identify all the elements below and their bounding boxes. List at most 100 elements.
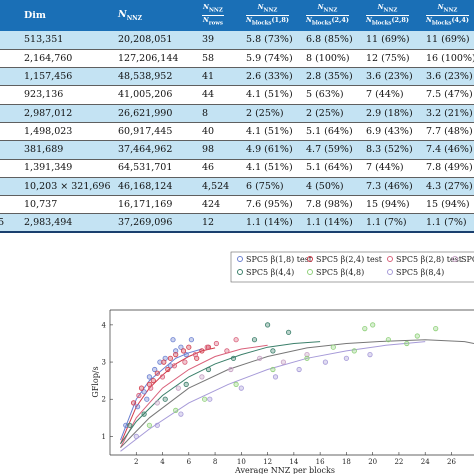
data-point — [152, 366, 158, 373]
legend-label: SPC5 β(2,8) test — [396, 255, 463, 264]
data-point — [180, 348, 187, 354]
cell-b2: 6.8 (85%) — [304, 31, 364, 50]
cell-ratio: 44 — [200, 85, 244, 105]
data-point — [167, 355, 173, 361]
cell-dim: 10,203 × 321,696 — [22, 177, 116, 197]
data-point — [154, 400, 160, 406]
cell-b1: 5.8 (73%) — [244, 31, 304, 50]
data-point — [404, 340, 410, 347]
data-point — [157, 359, 163, 365]
cell-b2: 2.8 (35%) — [304, 67, 364, 87]
cell-name — [0, 140, 22, 160]
cell-b3: 11 (69%) — [364, 31, 424, 50]
cell-b4: 7.7 (48%) — [424, 122, 474, 142]
legend-label: SPC5 β — [461, 255, 474, 264]
cell-b3: 3.6 (23%) — [364, 67, 424, 87]
header-blocks-1-8: NNNZ Nblocks(1,8) — [246, 3, 289, 27]
legend-label: SPC5 β(8,4) — [396, 268, 444, 277]
cell-b2: 5 (63%) — [304, 85, 364, 105]
table-row: 513,351 20,208,051 39 5.8 (73%) 6.8 (85%) 11 … — [0, 31, 474, 50]
data-point — [161, 359, 167, 365]
data-point — [270, 348, 276, 354]
table-header-row: Dim NNNZ NNNZ Nrows NNNZ Nblocks(1,8) NNNZ… — [0, 0, 474, 31]
data-point — [385, 337, 391, 343]
cell-b1: 4.1 (51%) — [244, 122, 304, 142]
legend-marker — [387, 269, 393, 275]
data-point — [304, 352, 310, 358]
y-tick-label: 1 — [102, 433, 106, 441]
legend-marker — [387, 256, 393, 262]
data-point — [257, 355, 263, 361]
cell-b1: 4.1 (51%) — [244, 85, 304, 105]
cell-name — [0, 67, 22, 87]
data-point — [154, 370, 160, 376]
cell-b3: 6.9 (43%) — [364, 122, 424, 142]
x-tick-label: 16 — [316, 458, 325, 466]
data-point — [182, 359, 188, 365]
data-point — [224, 348, 230, 354]
data-point — [199, 374, 205, 380]
cell-b2: 1.1 (14%) — [304, 213, 364, 234]
table-row: 923,136 41,005,206 44 4.1 (51%) 5 (63%) 7 (44… — [0, 85, 474, 105]
legend-label: SPC5 β(1,8) test — [246, 255, 313, 264]
header-blocks-2-4: NNNZ Nblocks(2,4) — [306, 3, 349, 27]
table-row: 1,391,349 64,531,701 46 4.1 (51%) 5.1 (64%) 7… — [0, 159, 474, 178]
cell-b2: 4.7 (59%) — [304, 140, 364, 160]
y-axis-title: GFlop/s — [91, 366, 100, 397]
x-tick-label: 2 — [134, 458, 138, 466]
x-tick-label: 20 — [368, 458, 377, 466]
data-point — [165, 366, 171, 373]
data-point — [285, 329, 292, 335]
data-point — [322, 359, 328, 365]
cell-nnz: 48,538,952 — [116, 67, 200, 87]
cell-nnz: 127,206,144 — [116, 49, 200, 69]
cell-ratio: 8 — [200, 104, 244, 123]
cell-b4: 7.8 (49%) — [424, 159, 474, 178]
data-point — [233, 337, 239, 343]
cell-dim: 1,498,023 — [22, 122, 116, 142]
data-point — [280, 359, 286, 365]
data-point — [178, 344, 184, 350]
x-tick-label: 6 — [187, 458, 192, 466]
cell-name — [0, 159, 22, 178]
data-point — [159, 374, 166, 380]
legend-marker — [237, 269, 243, 275]
data-point — [150, 378, 156, 384]
table-row: 1,157,456 48,538,952 41 2.6 (33%) 2.8 (35%) 3… — [0, 67, 474, 87]
cell-nnz: 64,531,701 — [116, 159, 200, 178]
cell-dim: 1,391,349 — [22, 159, 116, 178]
data-point — [351, 348, 357, 354]
data-point — [213, 340, 219, 347]
cell-b4: 3.2 (21%) — [424, 104, 474, 123]
header-blocks-2-8: NNNZ Nblocks(2,8) — [366, 3, 409, 27]
x-tick-label: 4 — [160, 458, 165, 466]
cell-b3: 15 (94%) — [364, 195, 424, 215]
cell-nnz: 60,917,445 — [116, 122, 200, 142]
data-point — [146, 374, 152, 380]
cell-ratio: 424 — [200, 195, 244, 215]
legend-label: SPC5 β(4,4) — [246, 268, 294, 277]
legend-marker — [307, 269, 313, 275]
x-tick-label: 26 — [447, 458, 456, 466]
cell-b2: 2 (25%) — [304, 104, 364, 123]
header-dim: Dim — [24, 9, 46, 21]
cell-b2: 7.8 (98%) — [304, 195, 364, 215]
header-nnz: NNNZ — [118, 8, 143, 22]
x-tick-label: 22 — [394, 458, 403, 466]
data-point — [131, 400, 137, 406]
y-tick-label: 4 — [102, 321, 107, 329]
y-tick-label: 3 — [102, 359, 106, 367]
data-point — [362, 326, 368, 332]
cell-b3: 7 (44%) — [364, 85, 424, 105]
data-point — [175, 385, 181, 391]
cell-nnz: 37,269,096 — [116, 213, 200, 234]
cell-name — [0, 31, 22, 50]
cell-name — [0, 104, 22, 123]
x-tick-label: 24 — [421, 458, 430, 466]
cell-b1: 5.9 (74%) — [244, 49, 304, 69]
data-point — [343, 355, 349, 361]
cell-ratio: 46 — [200, 159, 244, 178]
data-point — [230, 355, 237, 361]
table-row: 2,164,760 127,206,144 58 5.9 (74%) 8 (100%) 1… — [0, 49, 474, 69]
cell-b4: 7.4 (46%) — [424, 140, 474, 160]
